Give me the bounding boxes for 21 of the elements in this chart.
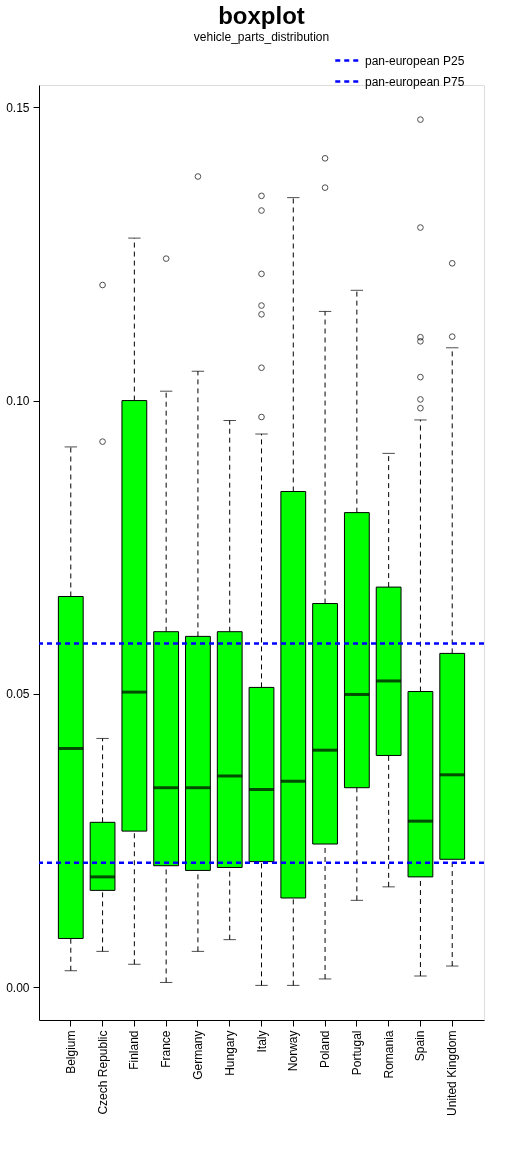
legend-label: pan-european P75 bbox=[365, 74, 465, 89]
legend-label: pan-european P25 bbox=[365, 53, 465, 68]
x-tick-label: Italy bbox=[254, 1030, 269, 1053]
x-tick-label: Belgium bbox=[63, 1030, 78, 1074]
chart-title: boxplot bbox=[218, 2, 305, 29]
x-tick-label: Czech Republic bbox=[95, 1030, 110, 1115]
x-tick-label: Poland bbox=[318, 1030, 333, 1068]
x-tick-label: United Kingdom bbox=[445, 1030, 460, 1116]
y-tick-label: 0.00 bbox=[6, 980, 30, 995]
y-tick-label: 0.05 bbox=[6, 687, 30, 702]
x-tick-label: Spain bbox=[413, 1030, 428, 1062]
y-tick-label: 0.15 bbox=[6, 100, 30, 115]
x-tick-label: Portugal bbox=[349, 1030, 364, 1076]
x-tick-label: Romania bbox=[381, 1030, 396, 1079]
x-tick-label: Hungary bbox=[222, 1030, 237, 1076]
x-tick-label: Germany bbox=[190, 1030, 205, 1080]
x-tick-label: Finland bbox=[127, 1030, 142, 1070]
x-tick-label: France bbox=[159, 1030, 174, 1068]
chart-subtitle: vehicle_parts_distribution bbox=[193, 30, 330, 44]
x-tick-label: Norway bbox=[286, 1030, 301, 1072]
y-tick-label: 0.10 bbox=[6, 394, 30, 409]
